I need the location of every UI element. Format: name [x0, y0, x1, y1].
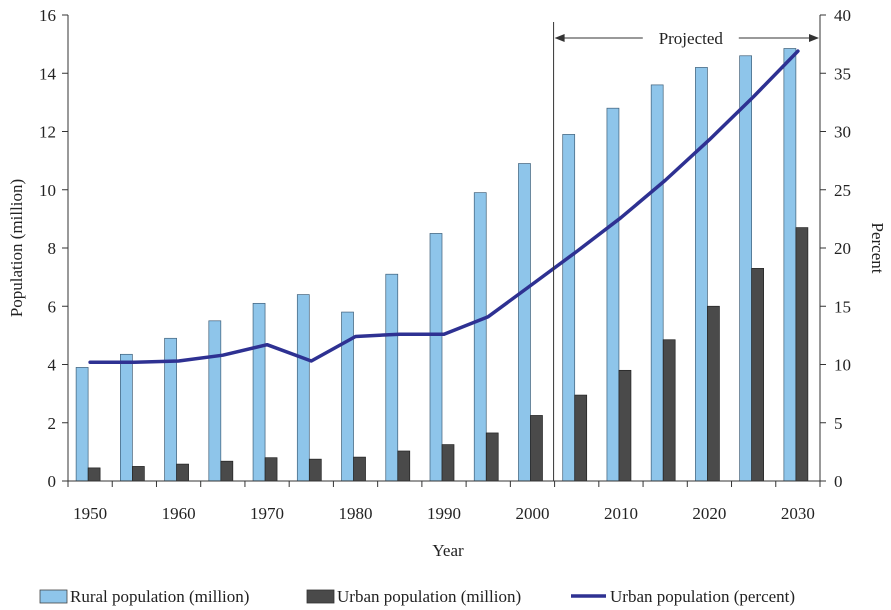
rural-bar-2010	[606, 107, 620, 482]
urban-bar-1965	[220, 460, 234, 482]
y2-tick-label-25: 25	[834, 181, 851, 200]
y2-tick-label-5: 5	[834, 414, 843, 433]
x-tick-label-1960: 1960	[162, 504, 196, 523]
urban-bar-1950	[87, 467, 101, 482]
legend-swatch-rural	[39, 589, 68, 604]
x-tick-label-2030: 2030	[781, 504, 815, 523]
urban-percent-line	[88, 49, 800, 364]
y2-tick-label-30: 30	[834, 123, 851, 142]
rural-bar-2015	[650, 84, 664, 482]
y-tick-label-6: 6	[48, 297, 57, 316]
rural-bar-1975	[296, 294, 310, 482]
y-axis-title: Population (million)	[7, 179, 26, 317]
urban-bar-1970	[264, 457, 278, 482]
legend-label-urban-percent: Urban population (percent)	[610, 587, 795, 606]
y2-tick-label-20: 20	[834, 239, 851, 258]
axes-layer: 0 2 4 6 8 10 12 14 16 0 5 10 15 20 25 30 35 40 1950 1960 197…	[39, 6, 851, 523]
x-tick-label-2010: 2010	[604, 504, 638, 523]
y2-tick-label-10: 10	[834, 356, 851, 375]
urban-bar-2020	[707, 305, 720, 482]
y-tick-label-10: 10	[39, 181, 56, 200]
rural-bar-2005	[562, 134, 576, 482]
rural-bar-2020	[695, 67, 708, 482]
urban-bar-2000	[530, 415, 543, 482]
urban-bar-1975	[308, 458, 322, 482]
y2-axis-title: Percent	[868, 223, 887, 274]
urban-bar-1960	[176, 463, 189, 482]
urban-bar-2010	[618, 369, 632, 482]
rural-bar-1950	[75, 367, 89, 482]
y-tick-label-4: 4	[48, 356, 57, 375]
rural-bar-2000	[518, 163, 531, 482]
y-tick-label-0: 0	[48, 472, 57, 491]
urban-bar-2030	[795, 227, 809, 482]
rural-bar-1985	[385, 273, 399, 482]
rural-bar-1990	[429, 233, 443, 482]
urban-bar-1980	[353, 456, 366, 482]
y2-tick-label-15: 15	[834, 297, 851, 316]
legend: Rural population (million) Urban populat…	[39, 587, 795, 606]
projection-label: Projected	[659, 29, 724, 48]
y2-tick-label-40: 40	[834, 6, 851, 25]
x-tick-label-1990: 1990	[427, 504, 461, 523]
x-tick-label-1980: 1980	[339, 504, 373, 523]
x-tick-label-2000: 2000	[515, 504, 549, 523]
urban-bar-2025	[751, 268, 764, 482]
bars-layer	[75, 48, 809, 482]
y-tick-label-16: 16	[39, 6, 56, 25]
rural-bar-1995	[473, 192, 487, 482]
y-tick-label-8: 8	[48, 239, 57, 258]
rural-bar-1965	[208, 320, 222, 482]
y-tick-label-2: 2	[48, 414, 57, 433]
line-layer	[88, 49, 800, 364]
rural-bar-2030	[783, 48, 797, 482]
urban-bar-2015	[662, 339, 676, 482]
y2-tick-label-35: 35	[834, 64, 851, 83]
legend-swatch-urban	[306, 589, 335, 604]
projection-arrowhead-right	[809, 34, 819, 42]
rural-bar-1970	[252, 302, 266, 482]
urban-bar-1955	[132, 466, 145, 482]
urban-bar-2005	[574, 394, 588, 482]
x-tick-label-1970: 1970	[250, 504, 284, 523]
x-tick-label-1950: 1950	[73, 504, 107, 523]
y2-tick-label-0: 0	[834, 472, 843, 491]
legend-label-rural: Rural population (million)	[70, 587, 249, 606]
rural-bar-1955	[120, 353, 133, 482]
x-tick-label-2020: 2020	[692, 504, 726, 523]
urban-bar-1995	[485, 432, 499, 482]
x-axis-title: Year	[432, 541, 464, 560]
y-tick-label-14: 14	[39, 64, 57, 83]
y-tick-label-12: 12	[39, 123, 56, 142]
rural-bar-2025	[739, 55, 752, 482]
legend-label-urban: Urban population (million)	[337, 587, 521, 606]
annotation-layer: Projected	[553, 22, 819, 481]
urban-bar-1990	[441, 444, 455, 482]
projection-arrowhead-left	[554, 34, 565, 42]
urban-bar-1985	[397, 450, 411, 482]
